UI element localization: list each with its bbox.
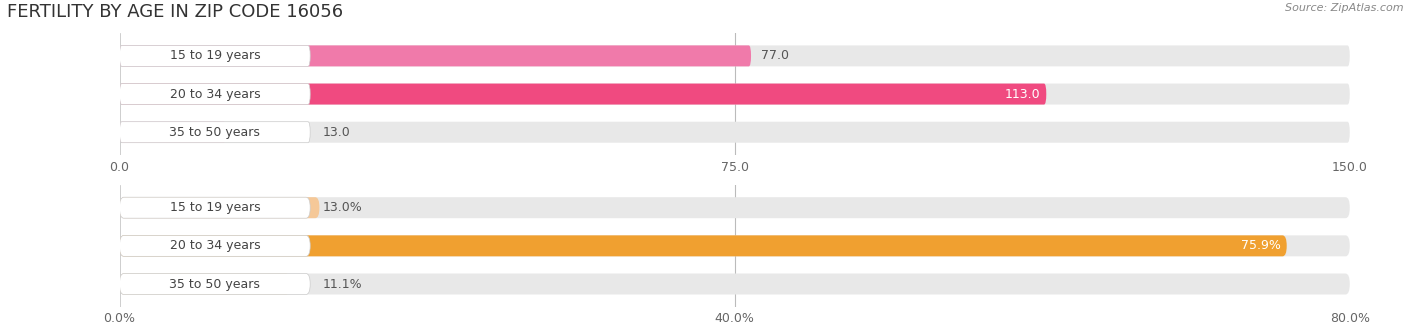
FancyBboxPatch shape <box>120 235 1286 256</box>
Text: 20 to 34 years: 20 to 34 years <box>170 87 260 101</box>
FancyBboxPatch shape <box>120 235 311 256</box>
FancyBboxPatch shape <box>120 46 1350 66</box>
Text: FERTILITY BY AGE IN ZIP CODE 16056: FERTILITY BY AGE IN ZIP CODE 16056 <box>7 3 343 21</box>
Text: 35 to 50 years: 35 to 50 years <box>169 126 260 139</box>
Text: 35 to 50 years: 35 to 50 years <box>169 278 260 290</box>
Text: 77.0: 77.0 <box>761 50 789 62</box>
FancyBboxPatch shape <box>120 83 1046 105</box>
FancyBboxPatch shape <box>120 274 290 294</box>
FancyBboxPatch shape <box>120 197 311 218</box>
Text: 13.0: 13.0 <box>322 126 350 139</box>
Text: 11.1%: 11.1% <box>322 278 363 290</box>
Text: 15 to 19 years: 15 to 19 years <box>170 201 260 214</box>
Text: 113.0: 113.0 <box>1004 87 1040 101</box>
FancyBboxPatch shape <box>120 46 311 66</box>
FancyBboxPatch shape <box>120 83 311 105</box>
FancyBboxPatch shape <box>120 197 319 218</box>
FancyBboxPatch shape <box>120 46 751 66</box>
FancyBboxPatch shape <box>120 122 311 143</box>
FancyBboxPatch shape <box>120 274 311 294</box>
FancyBboxPatch shape <box>120 122 1350 143</box>
FancyBboxPatch shape <box>120 235 1350 256</box>
FancyBboxPatch shape <box>120 274 1350 294</box>
Text: 75.9%: 75.9% <box>1240 239 1281 252</box>
Text: 15 to 19 years: 15 to 19 years <box>170 50 260 62</box>
Text: 20 to 34 years: 20 to 34 years <box>170 239 260 252</box>
FancyBboxPatch shape <box>120 197 1350 218</box>
Text: Source: ZipAtlas.com: Source: ZipAtlas.com <box>1285 3 1403 13</box>
FancyBboxPatch shape <box>120 83 1350 105</box>
Text: 13.0%: 13.0% <box>322 201 363 214</box>
FancyBboxPatch shape <box>120 122 226 143</box>
